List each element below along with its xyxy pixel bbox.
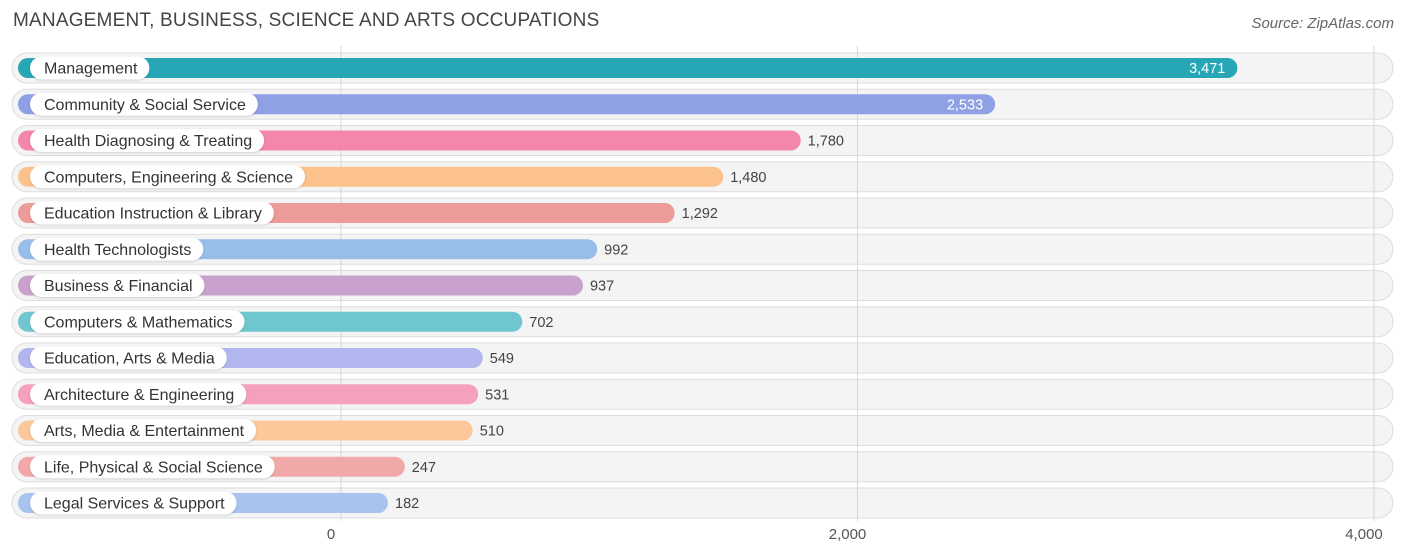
category-label: Health Diagnosing & Treating [44, 133, 252, 150]
category-label: Computers, Engineering & Science [44, 169, 293, 186]
category-label-pill [30, 346, 227, 370]
category-label: Business & Financial [44, 278, 193, 295]
category-label: Computers & Mathematics [44, 314, 233, 331]
category-label: Health Technologists [44, 242, 191, 259]
category-label-pill [30, 310, 245, 334]
category-label: Architecture & Engineering [44, 387, 234, 404]
value-label: 247 [412, 460, 436, 476]
category-label-pill [30, 419, 257, 442]
category-label-pill [30, 274, 205, 297]
category-label: Education, Arts & Media [44, 351, 215, 368]
x-tick-label: 2,000 [829, 526, 867, 543]
category-label-pill [30, 56, 150, 80]
category-label-pill [30, 129, 265, 152]
source-note: Source: ZipAtlas.com [1251, 15, 1394, 32]
value-label: 937 [590, 279, 614, 295]
category-label: Legal Services & Support [44, 496, 225, 513]
value-label: 182 [395, 496, 419, 512]
value-label: 2,533 [947, 97, 983, 113]
value-label: 702 [529, 315, 553, 331]
category-label-pill [30, 165, 306, 189]
value-label: 510 [480, 424, 504, 440]
category-label-pill [30, 237, 204, 261]
category-label: Education Instruction & Library [44, 206, 262, 223]
x-tick-label: 4,000 [1345, 526, 1383, 543]
category-label: Community & Social Service [44, 97, 246, 114]
category-label-pill [30, 92, 258, 116]
category-label: Arts, Media & Entertainment [44, 423, 245, 440]
x-tick-label: 0 [327, 526, 335, 543]
bar [18, 58, 1238, 78]
value-label: 531 [485, 387, 509, 403]
category-label: Life, Physical & Social Science [44, 459, 263, 476]
value-label: 1,292 [682, 206, 718, 222]
category-label-pill [30, 382, 247, 406]
value-label: 549 [490, 351, 514, 367]
chart-title: MANAGEMENT, BUSINESS, SCIENCE AND ARTS O… [13, 10, 600, 31]
category-label-pill [30, 455, 275, 479]
value-label: 3,471 [1189, 61, 1225, 77]
bars: Management 3,471 Community & Social Servic… [18, 56, 1238, 515]
value-label: 1,480 [730, 170, 766, 186]
value-label: 992 [604, 242, 628, 258]
value-label: 1,780 [808, 134, 844, 150]
category-label-pill [30, 201, 274, 225]
category-label: Management [44, 61, 138, 78]
category-label-pill [30, 491, 237, 515]
bar [18, 94, 996, 115]
